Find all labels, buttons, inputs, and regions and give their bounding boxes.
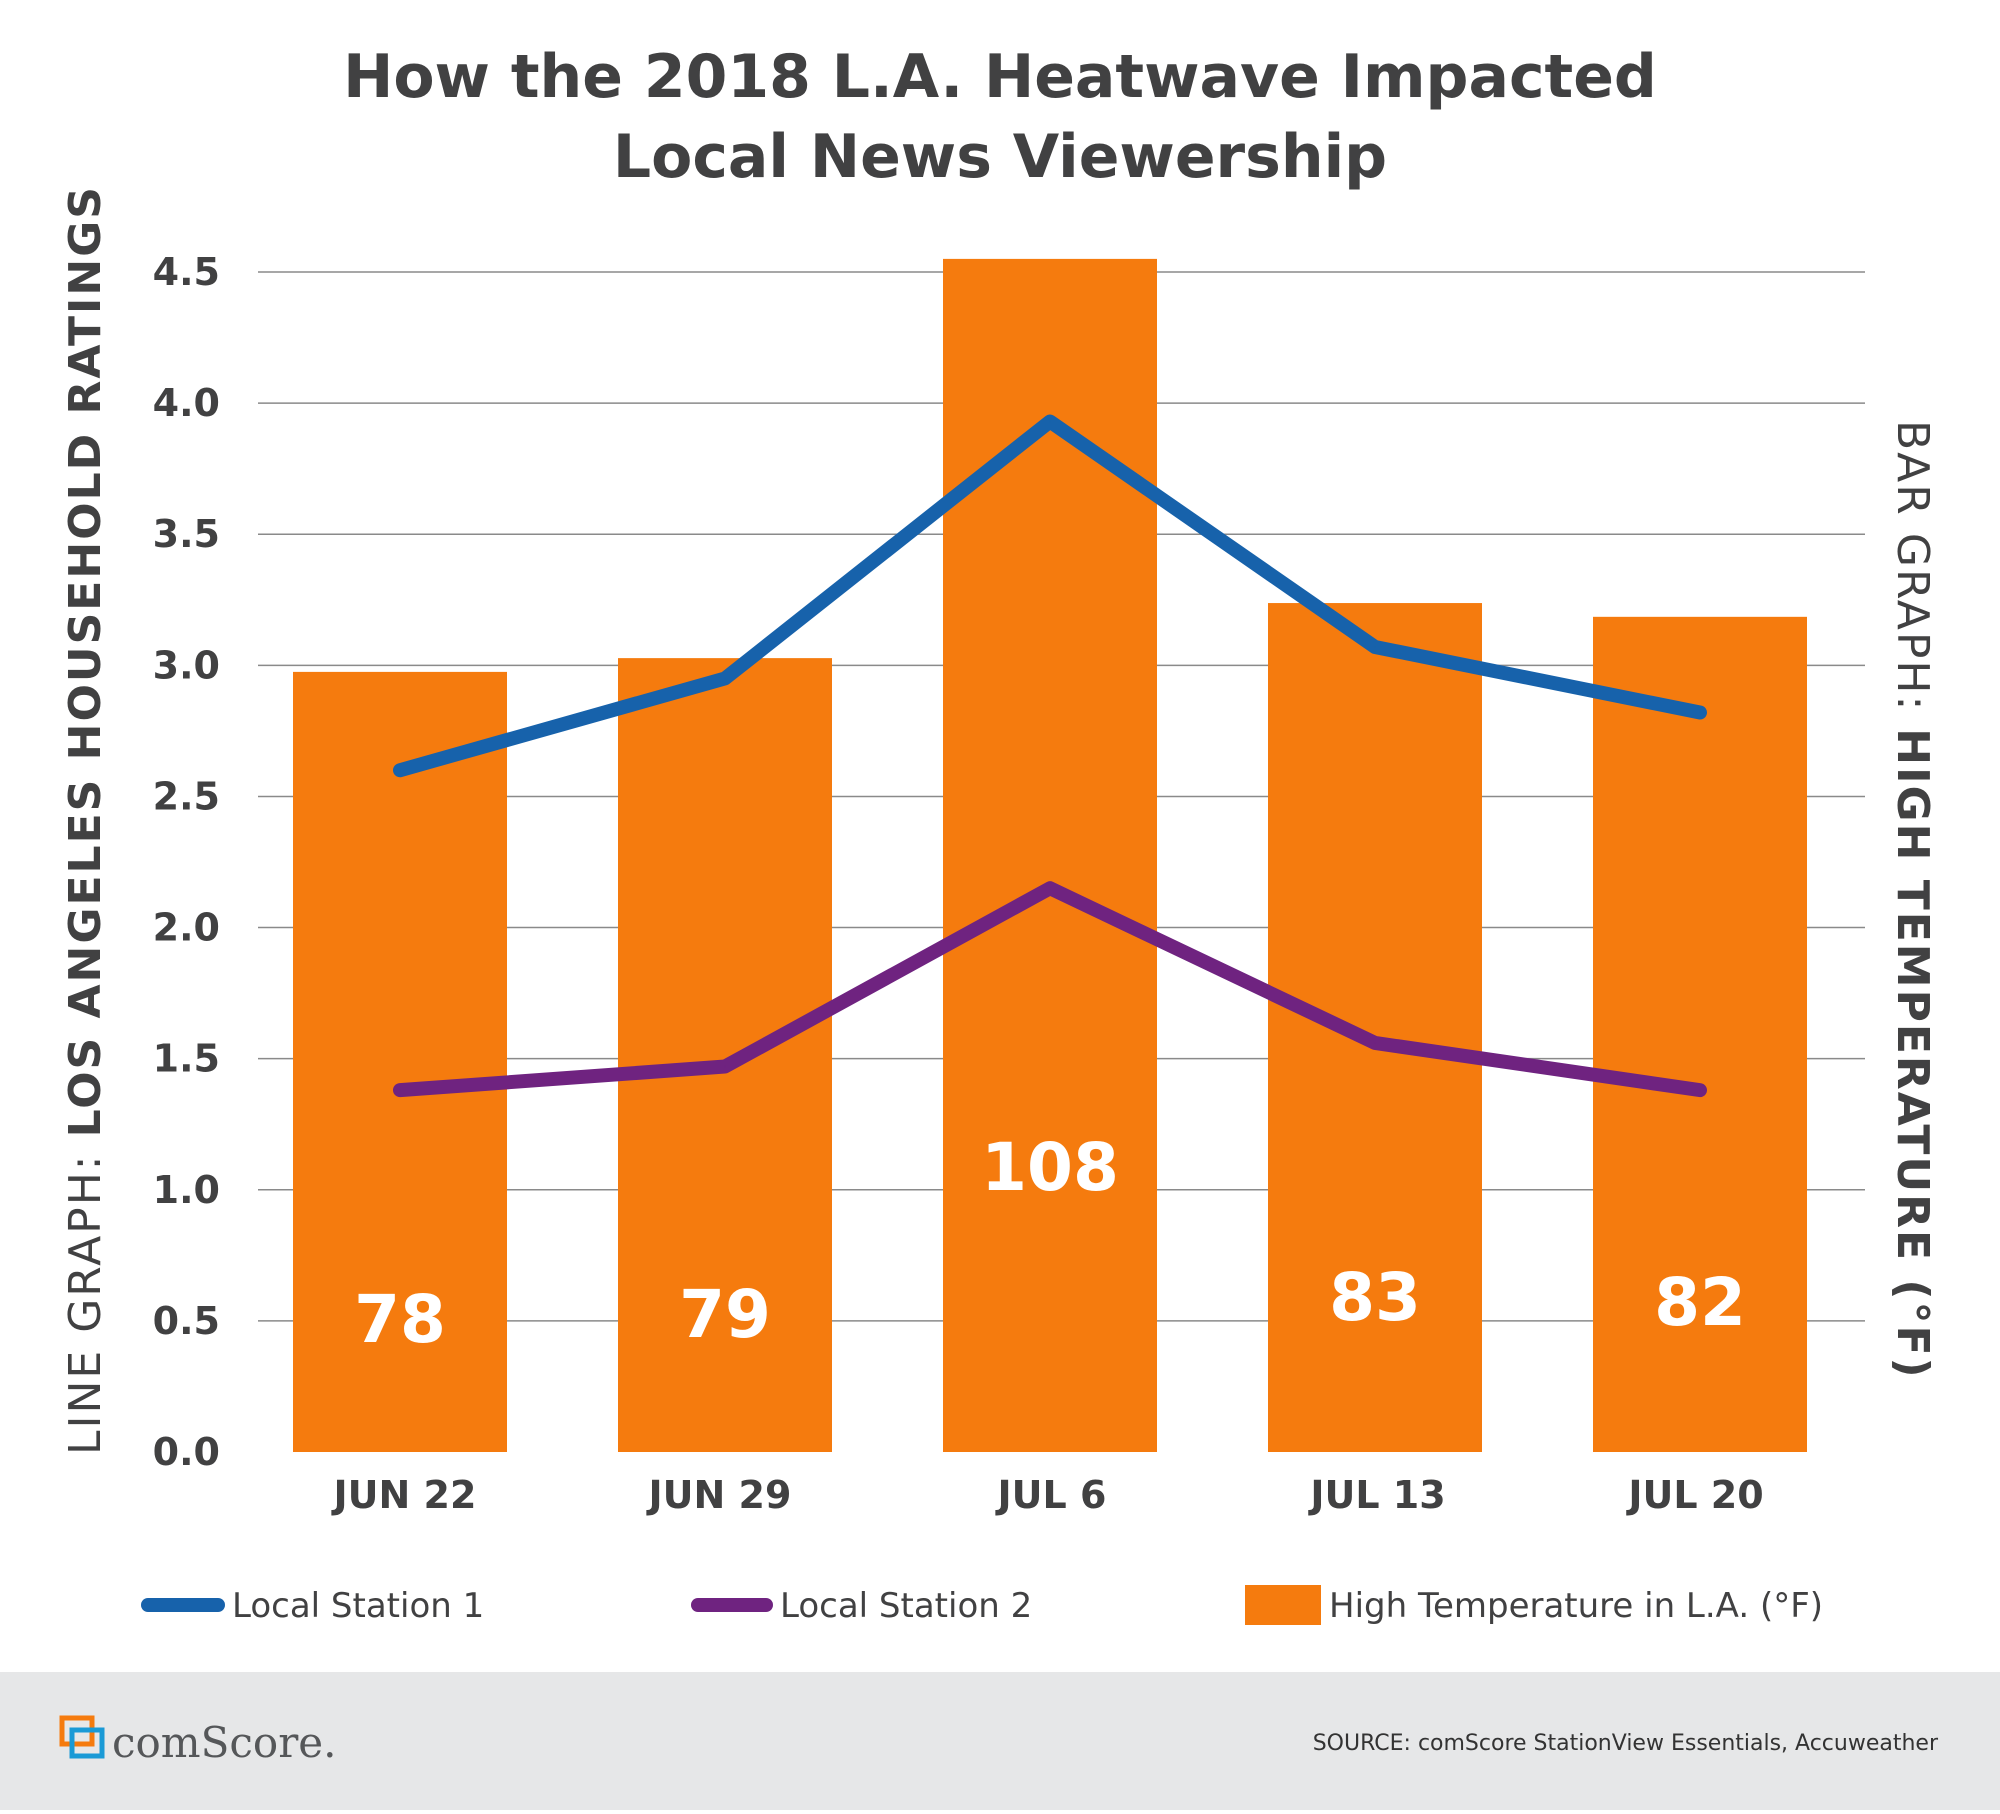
y-tick-label: 2.0 xyxy=(153,906,220,950)
y-tick-label: 4.5 xyxy=(153,250,220,294)
station-2-point xyxy=(399,1089,401,1092)
x-tick-label: JUL 6 xyxy=(995,1473,1107,1517)
station-1-point xyxy=(1699,711,1701,714)
y-axis-ticks: 0.0 0.5 1.0 1.5 2.0 2.5 3.0 3.5 4.0 4.5 xyxy=(153,250,220,1474)
station-1-point xyxy=(1049,420,1051,423)
bars xyxy=(293,258,1807,1452)
legend: Local Station 1 Local Station 2 High Tem… xyxy=(141,1585,1823,1626)
y-axis-right-label: BAR GRAPH: HIGH TEMPERATURE (°F) xyxy=(1887,420,1938,1380)
y-tick-label: 2.5 xyxy=(153,774,220,818)
y-tick-label: 1.0 xyxy=(153,1168,220,1212)
bar-value-label: 108 xyxy=(981,1129,1119,1206)
x-tick-label: JUN 29 xyxy=(646,1473,792,1517)
chart-title-line-1: How the 2018 L.A. Heatwave Impacted xyxy=(343,42,1657,112)
station-2-point xyxy=(1374,1041,1376,1044)
station-1-point xyxy=(1374,645,1376,648)
temperature-bar xyxy=(943,258,1157,1452)
legend-station-1-label: Local Station 1 xyxy=(232,1586,484,1626)
temperature-bar xyxy=(1593,616,1807,1452)
temperature-bar xyxy=(293,671,507,1452)
x-tick-label: JUL 20 xyxy=(1625,1473,1763,1517)
bar-value-label: 79 xyxy=(679,1276,771,1353)
chart-title-line-2: Local News Viewership xyxy=(613,122,1387,192)
legend-temperature-label: High Temperature in L.A. (°F) xyxy=(1329,1586,1823,1626)
y-axis-left-label-prefix: LINE GRAPH: xyxy=(60,1137,111,1455)
x-tick-label: JUN 22 xyxy=(331,1473,477,1517)
bar-value-label: 83 xyxy=(1329,1259,1421,1336)
y-axis-left-label: LINE GRAPH: LOS ANGELES HOUSEHOLD RATING… xyxy=(60,185,111,1455)
comscore-logo-icon xyxy=(59,1715,105,1759)
x-axis-ticks: JUN 22 JUN 29 JUL 6 JUL 13 JUL 20 xyxy=(331,1473,1764,1517)
temperature-bar xyxy=(1268,603,1482,1452)
y-tick-label: 0.5 xyxy=(153,1299,220,1343)
source-note: SOURCE: comScore StationView Essentials,… xyxy=(1313,1731,1939,1756)
y-tick-label: 0.0 xyxy=(153,1430,220,1474)
series-lines xyxy=(393,414,1707,1098)
legend-station-2-label: Local Station 2 xyxy=(780,1586,1032,1626)
y-tick-label: 3.0 xyxy=(153,643,220,687)
station-1-point xyxy=(399,769,401,772)
bar-value-label: 82 xyxy=(1654,1264,1746,1341)
y-tick-label: 1.5 xyxy=(153,1037,220,1081)
station-2-point xyxy=(1699,1089,1701,1092)
bar-value-label: 78 xyxy=(354,1281,446,1358)
y-tick-label: 3.5 xyxy=(153,512,220,556)
temperature-bar xyxy=(618,658,832,1452)
y-tick-label: 4.0 xyxy=(153,381,220,425)
station-1-point xyxy=(724,677,726,680)
station-2-point xyxy=(724,1065,726,1068)
station-2-point xyxy=(1049,887,1051,890)
footer-background xyxy=(0,1672,2000,1810)
footer: comScore. SOURCE: comScore StationView E… xyxy=(0,1672,2000,1810)
y-axis-left-label-main: LOS ANGELES HOUSEHOLD RATINGS xyxy=(60,185,111,1137)
brand-name: comScore. xyxy=(112,1718,337,1767)
x-tick-label: JUL 13 xyxy=(1307,1473,1445,1517)
bar-value-labels: 78 79 108 83 82 xyxy=(354,1129,1746,1358)
y-axis-right-label-main: HIGH TEMPERATURE (°F) xyxy=(1887,728,1938,1379)
legend-temperature-swatch xyxy=(1245,1585,1321,1625)
y-axis-right-label-prefix: BAR GRAPH: xyxy=(1887,420,1938,728)
